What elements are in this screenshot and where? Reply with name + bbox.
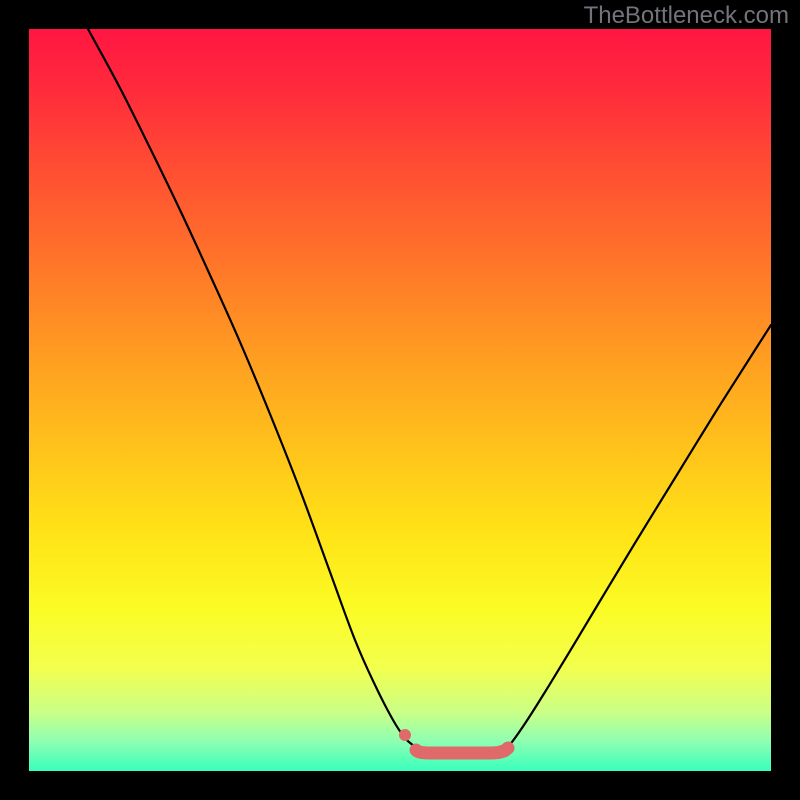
bottom-accent-segment [416, 748, 508, 753]
chart-container: TheBottleneck.com [0, 0, 800, 800]
watermark-text: TheBottleneck.com [584, 2, 789, 30]
bottleneck-curve [88, 29, 771, 752]
chart-svg-layer [0, 0, 800, 800]
bottom-accent-dot [399, 729, 411, 741]
